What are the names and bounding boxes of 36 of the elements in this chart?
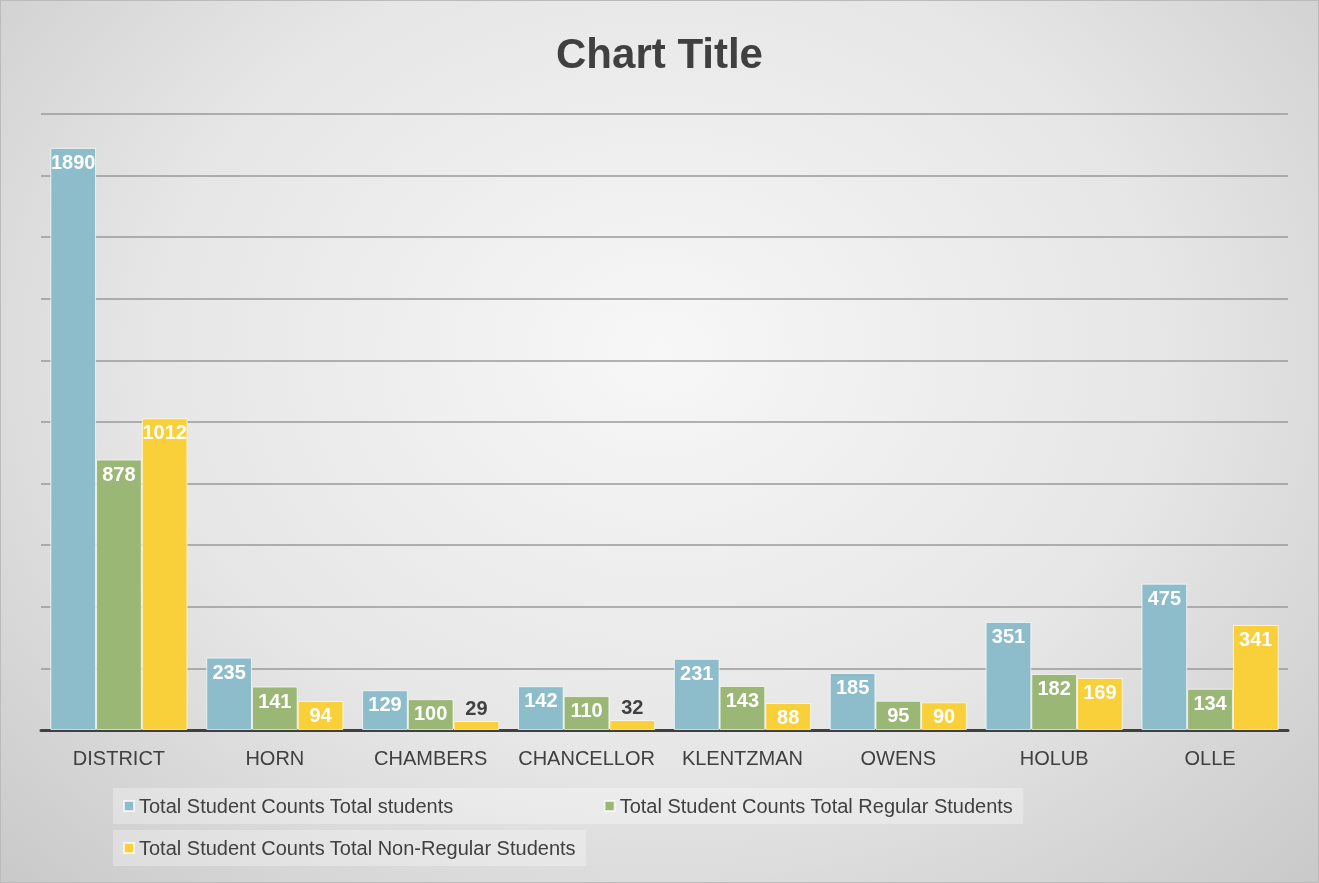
data-label: 134	[1193, 691, 1228, 714]
data-label: 95	[887, 703, 910, 726]
data-label: 94	[309, 704, 333, 727]
data-label: 100	[414, 702, 448, 725]
data-label: 1890	[50, 150, 96, 173]
legend-label: Total Student Counts Total Regular Students	[619, 795, 1013, 817]
data-label: 88	[777, 705, 800, 728]
x-tick-label: OLLE	[1184, 747, 1236, 769]
data-label: 141	[258, 689, 292, 712]
x-tick-label: CHANCELLOR	[518, 747, 655, 769]
data-label: 341	[1239, 627, 1273, 650]
data-label: 231	[680, 661, 714, 684]
data-label: 235	[212, 660, 246, 683]
data-label: 185	[835, 676, 870, 699]
data-label: 475	[1147, 586, 1182, 609]
data-label: 32	[621, 696, 644, 719]
data-label: 142	[524, 689, 558, 712]
x-tick-label: HORN	[245, 747, 305, 769]
chart-title: Chart Title	[556, 29, 763, 77]
x-tick-label: CHAMBERS	[374, 747, 488, 769]
data-label: 143	[725, 688, 760, 711]
x-tick-label: DISTRICT	[72, 747, 166, 769]
data-label: 182	[1037, 676, 1071, 699]
data-label: 129	[368, 693, 402, 716]
data-label: 110	[570, 699, 603, 722]
legend-label: Total Student Counts Total students	[139, 795, 454, 817]
x-tick-label: OWENS	[860, 747, 937, 769]
data-label: 169	[1083, 680, 1117, 703]
data-label: 90	[932, 705, 956, 728]
x-tick-label: KLENTZMAN	[681, 747, 803, 769]
data-label: 878	[102, 462, 136, 485]
legend-label: Total Student Counts Total Non-Regular Students	[139, 837, 576, 859]
data-label: 29	[465, 697, 488, 720]
data-label: 351	[991, 624, 1026, 647]
x-tick-label: HOLUB	[1019, 747, 1089, 769]
data-label: 1012	[142, 421, 187, 444]
